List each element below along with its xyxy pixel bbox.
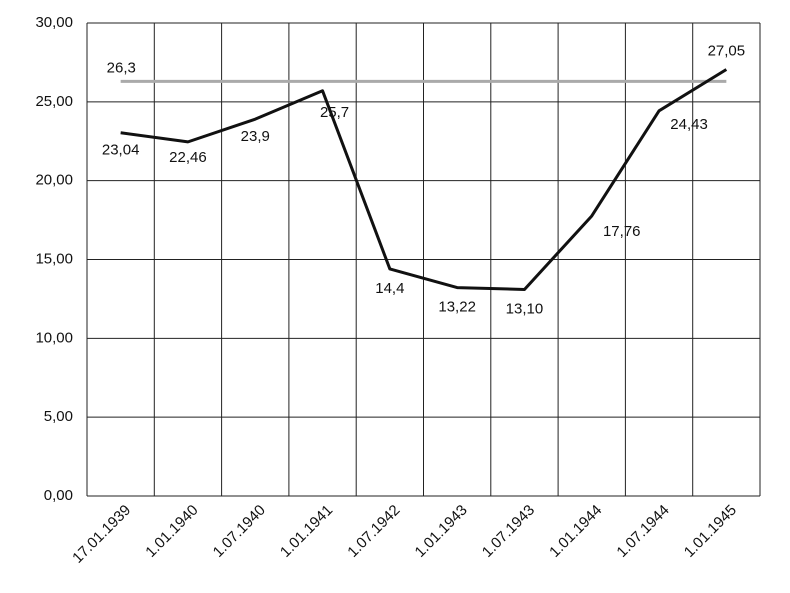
y-tick-label: 10,00 [35, 329, 73, 346]
value-label: 14,4 [375, 280, 404, 297]
value-label: 23,9 [241, 128, 270, 145]
x-tick-label: 1.07.1944 [613, 502, 672, 561]
y-tick-label: 30,00 [35, 14, 73, 31]
value-label: 13,10 [506, 300, 544, 317]
x-tick-label: 1.01.1943 [412, 502, 471, 561]
x-tick-label: 1.01.1945 [681, 502, 740, 561]
y-tick-label: 5,00 [44, 408, 73, 425]
x-tick-label: 1.07.1940 [210, 502, 269, 561]
x-tick-label: 1.01.1941 [277, 502, 336, 561]
x-tick-label: 1.01.1940 [142, 502, 201, 561]
value-label: 22,46 [169, 149, 207, 166]
x-tick-label: 17.01.1939 [69, 502, 134, 567]
x-tick-label: 1.01.1944 [546, 502, 605, 561]
value-label: 23,04 [102, 142, 140, 159]
value-label: 17,76 [603, 223, 641, 240]
y-tick-label: 25,00 [35, 93, 73, 110]
x-tick-label: 1.07.1943 [479, 502, 538, 561]
value-label: 25,7 [320, 104, 349, 121]
value-label: 13,22 [438, 299, 476, 316]
reference-label: 26,3 [107, 59, 136, 76]
y-tick-label: 0,00 [44, 487, 73, 504]
y-tick-label: 15,00 [35, 250, 73, 267]
value-label: 27,05 [708, 42, 746, 59]
data-line [120, 68, 728, 291]
y-tick-label: 20,00 [35, 172, 73, 189]
value-label: 24,43 [670, 116, 708, 133]
x-tick-label: 1.07.1942 [344, 502, 403, 561]
